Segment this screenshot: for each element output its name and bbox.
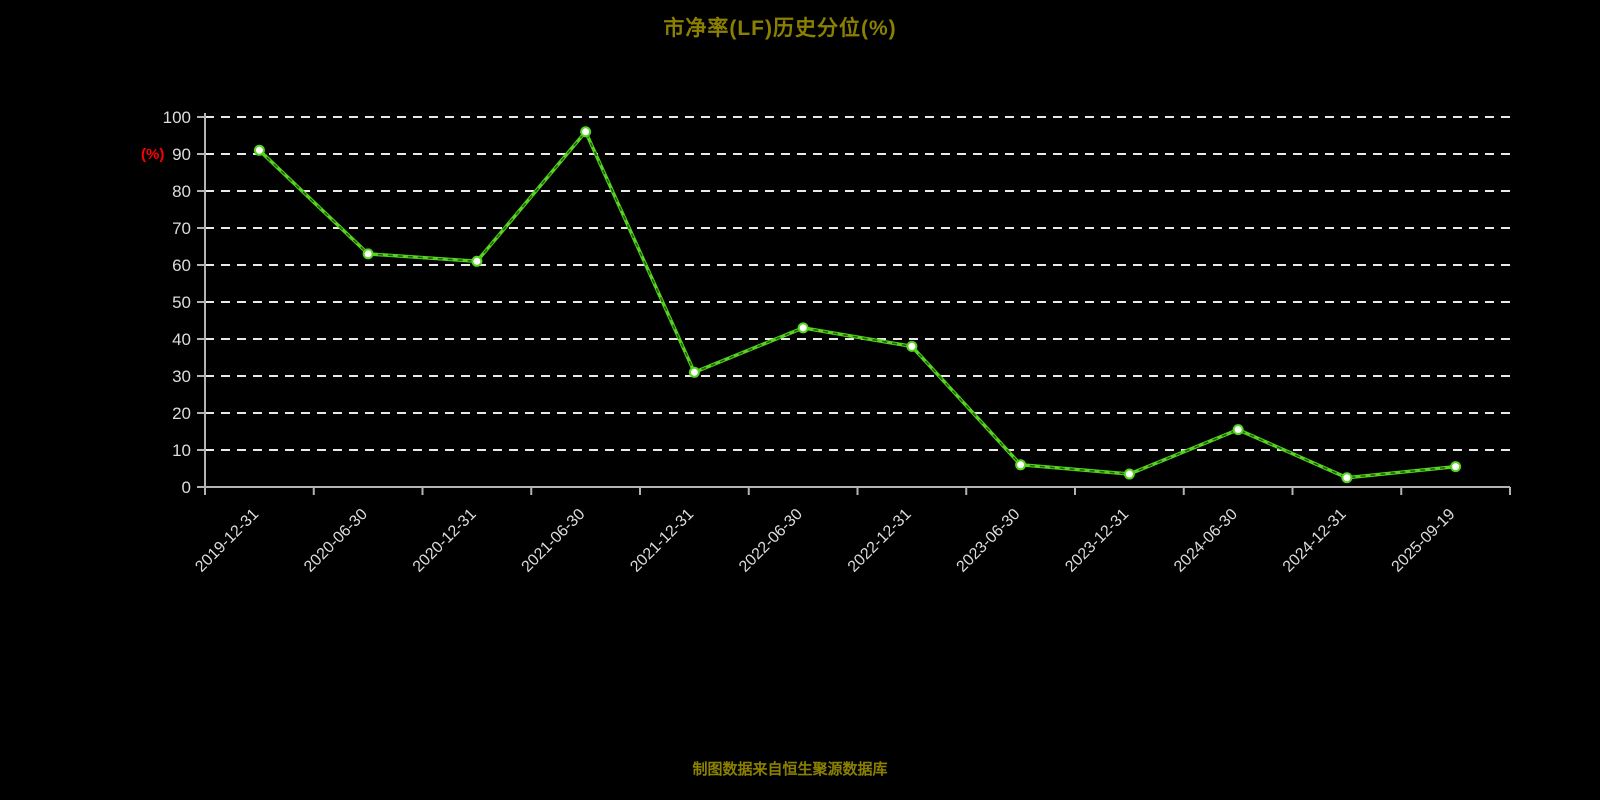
- x-tick-label-4: 2021-12-31: [627, 506, 697, 576]
- data-point-2022-12-31: [906, 340, 918, 352]
- data-point-2020-06-30: [362, 248, 374, 260]
- chart-title: 市净率(LF)历史分位(%): [663, 17, 897, 40]
- y-tick-label-10: 10: [172, 441, 191, 460]
- x-tick-label-3: 2021-06-30: [519, 506, 589, 576]
- series-line-dash-overlay: [258, 131, 1456, 479]
- data-point-2022-06-30: [797, 322, 809, 334]
- data-point-2019-12-31: [253, 144, 265, 156]
- chart-source-note: 制图数据来自恒生聚源数据库: [692, 761, 888, 778]
- data-point-2025-09-19: [1450, 461, 1462, 473]
- data-point-2024-06-30: [1232, 424, 1244, 436]
- y-axis-unit-label: (%): [141, 146, 165, 163]
- data-point-2023-12-31: [1123, 468, 1135, 480]
- y-tick-label-40: 40: [172, 330, 191, 349]
- data-point-2020-12-31: [471, 255, 483, 267]
- data-point-2021-06-30: [580, 126, 592, 138]
- x-tick-label-0: 2019-12-31: [192, 506, 262, 576]
- series-line: [257, 130, 1458, 480]
- x-tick-label-5: 2022-06-30: [736, 506, 806, 576]
- y-tick-label-20: 20: [172, 404, 191, 423]
- x-tick-label-1: 2020-06-30: [301, 506, 371, 576]
- x-tick-label-9: 2024-06-30: [1171, 506, 1241, 576]
- x-tick-label-8: 2023-12-31: [1062, 506, 1132, 576]
- data-point-2024-12-31: [1341, 472, 1353, 484]
- x-tick-label-7: 2023-06-30: [954, 506, 1024, 576]
- x-tick-label-11: 2025-09-19: [1389, 506, 1459, 576]
- y-tick-label-80: 80: [172, 182, 191, 201]
- data-point-2023-06-30: [1015, 459, 1027, 471]
- y-tick-label-100: 100: [163, 108, 191, 127]
- x-tick-label-10: 2024-12-31: [1280, 506, 1350, 576]
- y-tick-label-60: 60: [172, 256, 191, 275]
- x-tick-label-2: 2020-12-31: [410, 506, 480, 576]
- y-tick-label-30: 30: [172, 367, 191, 386]
- y-tick-label-0: 0: [182, 478, 191, 497]
- y-tick-label-90: 90: [172, 145, 191, 164]
- y-tick-label-70: 70: [172, 219, 191, 238]
- data-point-2021-12-31: [688, 366, 700, 378]
- y-tick-label-50: 50: [172, 293, 191, 312]
- x-tick-label-6: 2022-12-31: [845, 506, 915, 576]
